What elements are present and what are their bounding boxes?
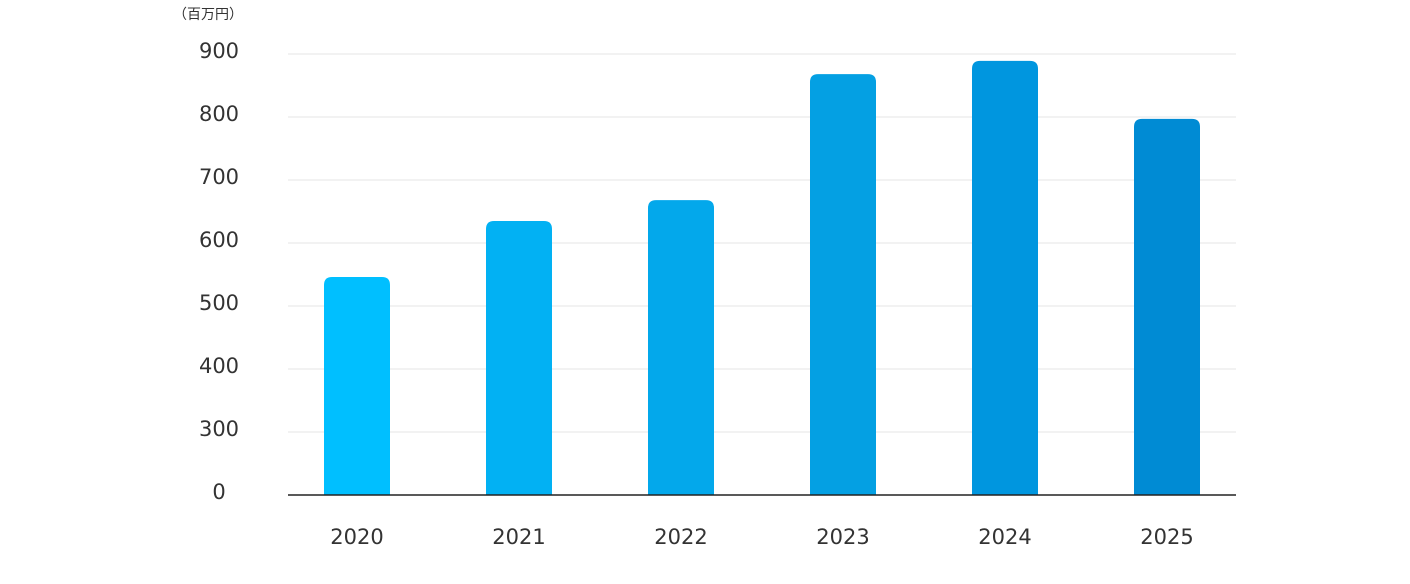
y-tick-label: 900 [199,39,239,63]
bar [648,200,714,495]
bar [972,60,1038,496]
x-tick-label: 2023 [816,525,869,549]
x-tick-label: 2024 [978,525,1031,549]
x-tick-label: 2021 [492,525,545,549]
y-tick-label: 500 [199,291,239,315]
y-tick-label: 700 [199,165,239,189]
bar [810,74,876,495]
bar [324,277,390,495]
bar [1134,118,1200,495]
x-tick-label: 2022 [654,525,707,549]
y-tick-label: 0 [212,480,225,504]
x-tick-label: 2020 [330,525,383,549]
y-tick-label: 400 [199,354,239,378]
bar [486,220,552,495]
y-axis-label: （百万円） [173,7,243,23]
x-tick-label: 2025 [1140,525,1193,549]
y-tick-label: 800 [199,102,239,126]
y-tick-label: 600 [199,228,239,252]
y-tick-label: 300 [199,417,239,441]
